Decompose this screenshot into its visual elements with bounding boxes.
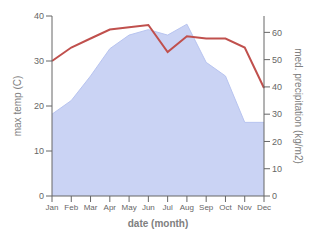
- svg-text:max temp (C): max temp (C): [12, 76, 23, 137]
- svg-text:30: 30: [34, 56, 44, 66]
- svg-text:Mar: Mar: [84, 203, 98, 212]
- svg-text:Oct: Oct: [219, 203, 232, 212]
- svg-text:40: 40: [34, 11, 44, 21]
- svg-text:Nov: Nov: [238, 203, 252, 212]
- svg-text:May: May: [122, 203, 137, 212]
- svg-text:30: 30: [272, 109, 282, 119]
- svg-text:Jun: Jun: [142, 203, 155, 212]
- svg-text:40: 40: [272, 82, 282, 92]
- svg-text:Jul: Jul: [163, 203, 173, 212]
- svg-text:Feb: Feb: [64, 203, 78, 212]
- svg-text:date (month): date (month): [128, 218, 189, 229]
- svg-text:60: 60: [272, 28, 282, 38]
- svg-text:Dec: Dec: [257, 203, 271, 212]
- svg-text:10: 10: [34, 146, 44, 156]
- svg-text:Apr: Apr: [104, 203, 117, 212]
- svg-text:0: 0: [39, 191, 44, 201]
- svg-text:Sep: Sep: [199, 203, 214, 212]
- svg-text:20: 20: [34, 101, 44, 111]
- svg-text:50: 50: [272, 55, 282, 65]
- svg-text:Aug: Aug: [180, 203, 194, 212]
- svg-text:10: 10: [272, 164, 282, 174]
- svg-text:0: 0: [272, 191, 277, 201]
- svg-text:med. precipitation (kg/m2): med. precipitation (kg/m2): [293, 48, 304, 164]
- svg-text:20: 20: [272, 137, 282, 147]
- svg-text:Jan: Jan: [46, 203, 59, 212]
